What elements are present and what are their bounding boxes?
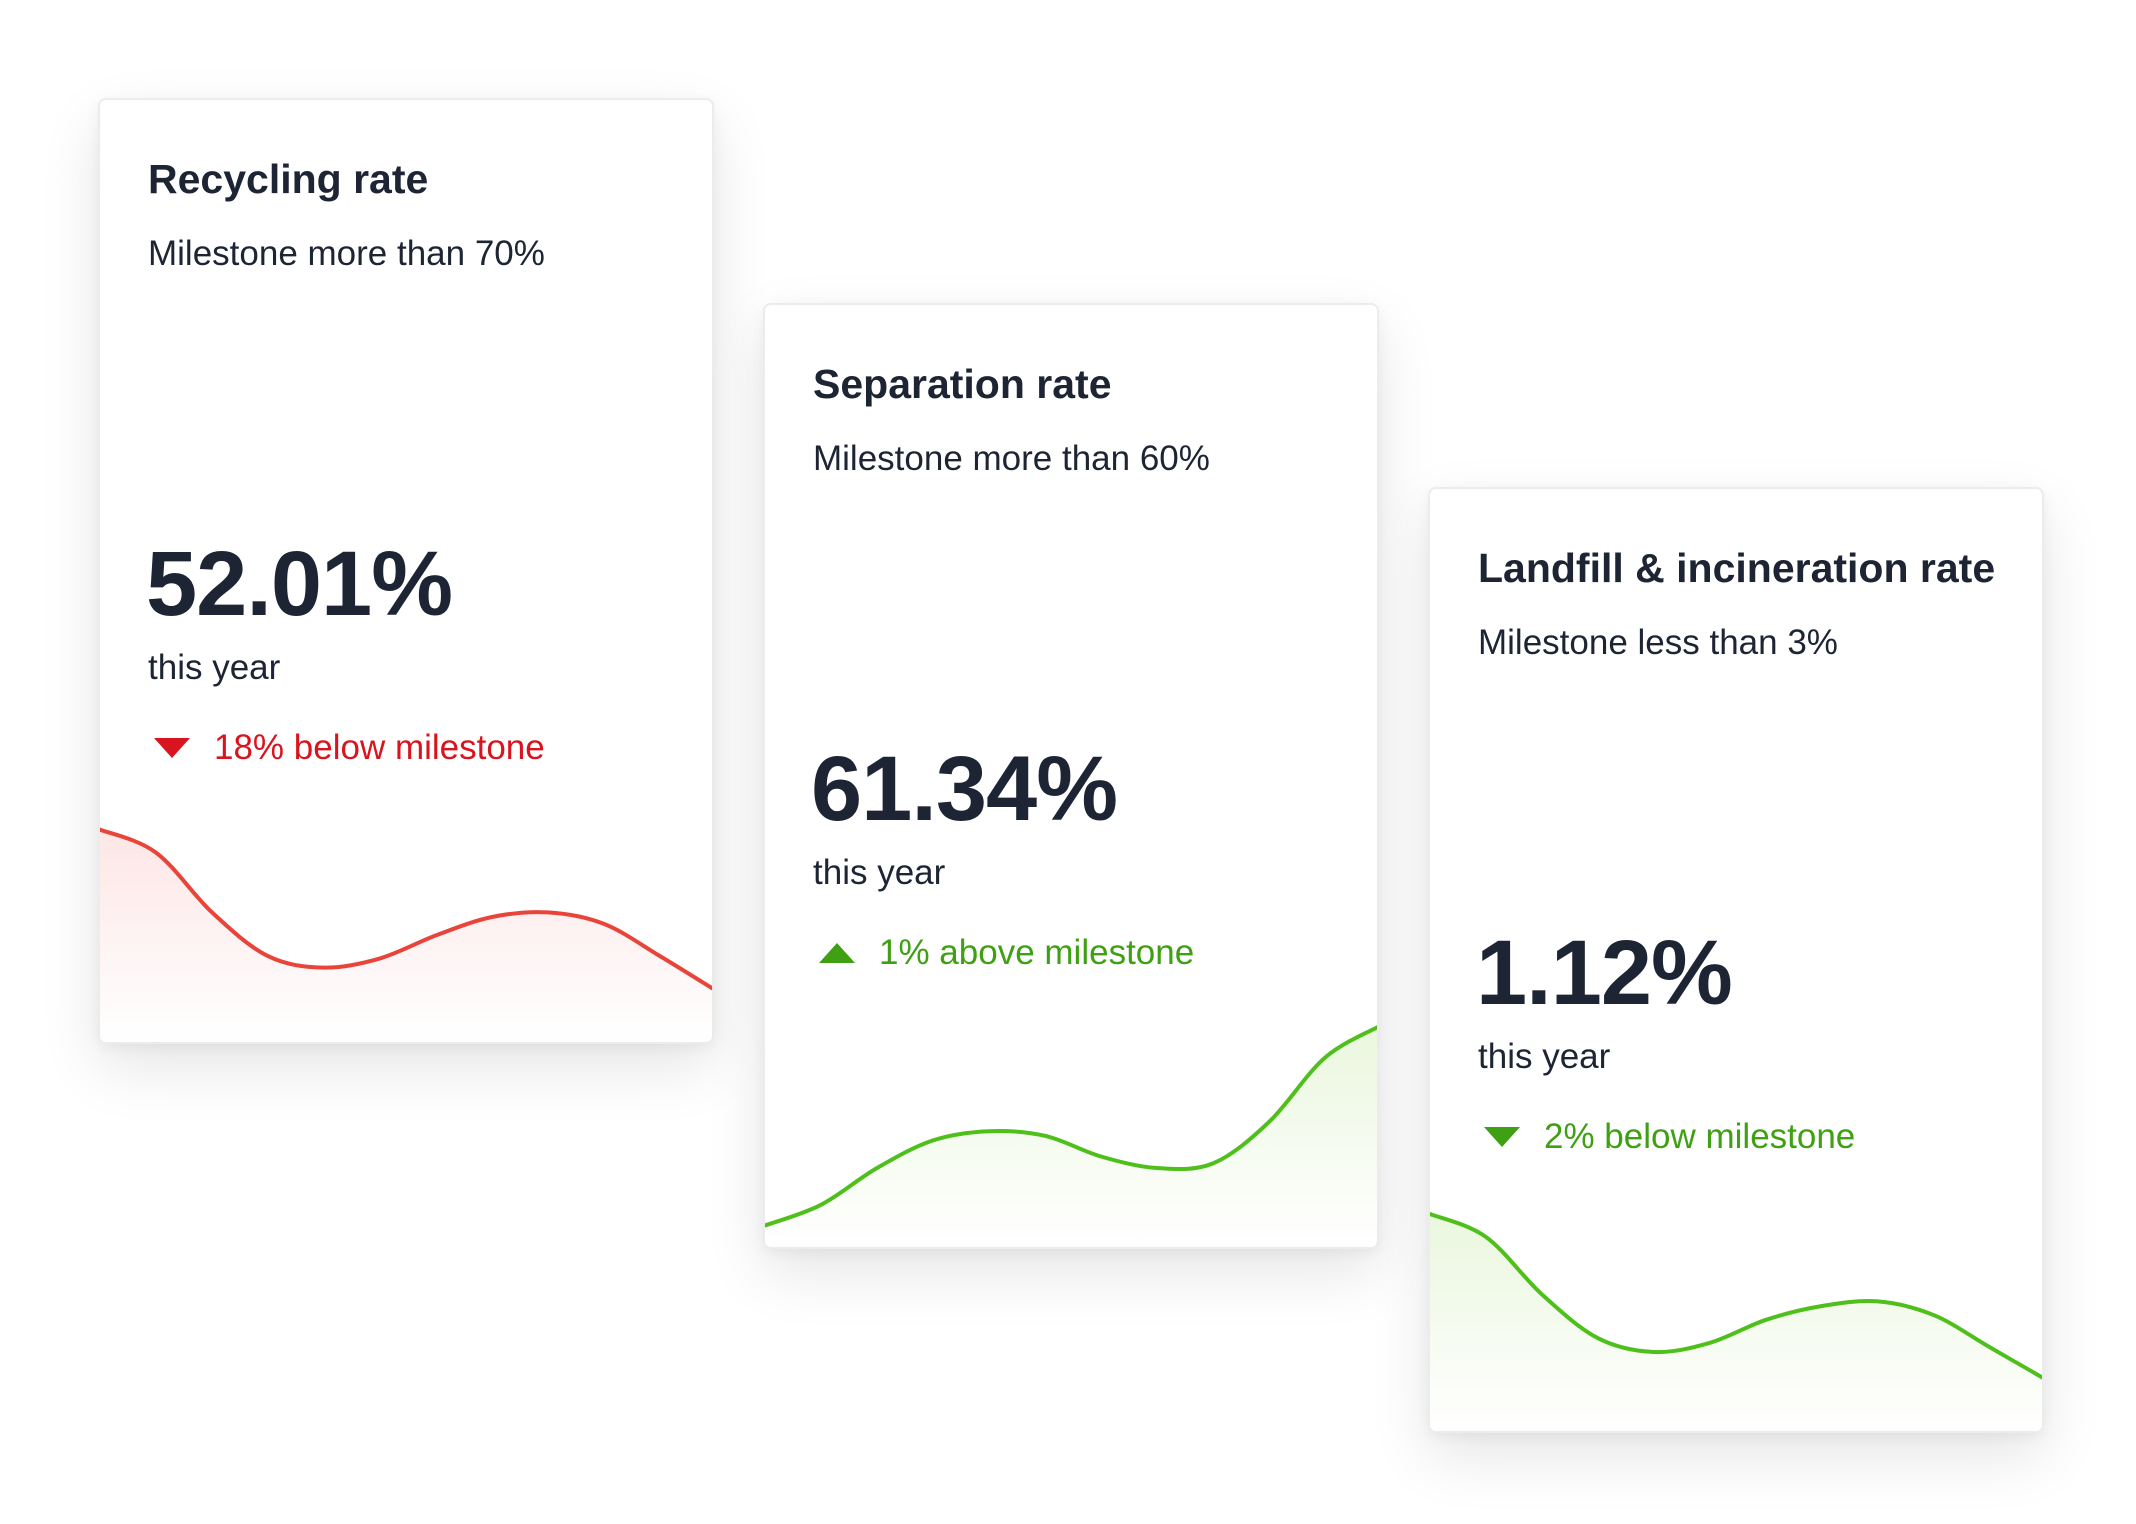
delta-indicator: 2% below milestone (1482, 1117, 1855, 1157)
delta-text: 2% below milestone (1544, 1117, 1856, 1156)
sparkline-line (1430, 1212, 2042, 1380)
sparkline-chart (100, 827, 712, 1042)
sparkline-line (765, 1025, 1377, 1228)
sparkline-chart (1430, 1212, 2042, 1431)
card-value: 61.34% (811, 738, 1118, 840)
triangle-down-shape (154, 738, 190, 758)
card-milestone: Milestone more than 70% (148, 234, 545, 273)
card-value: 1.12% (1476, 922, 1733, 1024)
delta-text: 1% above milestone (879, 933, 1195, 972)
sparkline-area (765, 1027, 1377, 1247)
triangle-down-icon (152, 736, 192, 760)
triangle-up-shape (819, 943, 855, 963)
card-period: this year (813, 853, 946, 892)
delta-indicator: 1% above milestone (817, 933, 1194, 973)
card-period: this year (1478, 1037, 1611, 1076)
card-period: this year (148, 648, 281, 687)
card-title: Landfill & incineration rate (1478, 545, 1996, 591)
sparkline-area (1430, 1214, 2042, 1431)
sparkline-chart (765, 1025, 1377, 1247)
card-title: Separation rate (813, 361, 1112, 407)
triangle-down-shape (1484, 1127, 1520, 1147)
sparkline-line (100, 827, 712, 991)
card-milestone: Milestone more than 60% (813, 439, 1210, 478)
card-value: 52.01% (146, 533, 453, 635)
triangle-down-icon (1482, 1125, 1522, 1149)
delta-text: 18% below milestone (214, 728, 545, 767)
card-title: Recycling rate (148, 156, 429, 202)
kpi-card-recycling-rate[interactable]: Recycling rate Milestone more than 70% 5… (98, 98, 714, 1044)
kpi-card-landfill-incineration-rate[interactable]: Landfill & incineration rate Milestone l… (1428, 487, 2044, 1433)
delta-indicator: 18% below milestone (152, 728, 545, 768)
card-milestone: Milestone less than 3% (1478, 623, 1838, 662)
triangle-up-icon (817, 941, 857, 965)
kpi-card-separation-rate[interactable]: Separation rate Milestone more than 60% … (763, 303, 1379, 1249)
sparkline-area (100, 829, 712, 1042)
